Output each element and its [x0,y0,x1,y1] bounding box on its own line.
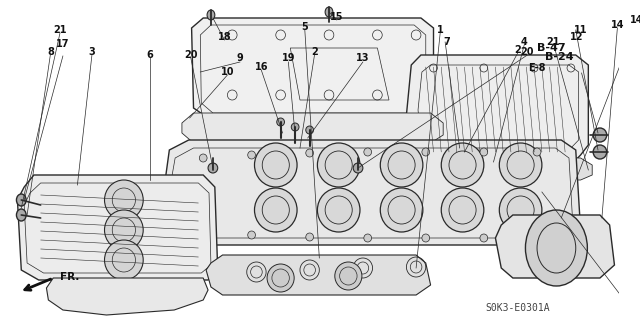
Ellipse shape [208,163,218,173]
Ellipse shape [306,126,314,134]
Polygon shape [47,278,208,315]
Text: 17: 17 [56,39,70,49]
Text: 14: 14 [611,20,624,30]
Text: 8: 8 [47,47,54,57]
Text: FR.: FR. [60,272,79,282]
Polygon shape [395,158,592,180]
Text: 21: 21 [53,25,67,35]
Ellipse shape [255,143,297,187]
Text: B-24: B-24 [545,52,573,62]
Ellipse shape [17,209,26,221]
Ellipse shape [104,180,143,220]
Text: 9: 9 [237,53,243,63]
Ellipse shape [17,194,26,206]
Ellipse shape [104,240,143,280]
Polygon shape [495,215,614,278]
Ellipse shape [499,188,542,232]
Ellipse shape [199,228,207,236]
Ellipse shape [306,233,314,241]
Text: 12: 12 [570,32,584,42]
Polygon shape [164,140,580,245]
Polygon shape [182,113,443,143]
Text: 6: 6 [147,50,154,60]
Ellipse shape [291,123,299,131]
Ellipse shape [533,233,541,241]
Ellipse shape [317,143,360,187]
Ellipse shape [499,143,542,187]
Text: 16: 16 [255,62,268,72]
Text: 2: 2 [515,45,521,55]
Ellipse shape [267,264,294,292]
Text: B-47: B-47 [537,43,566,53]
Ellipse shape [207,10,215,20]
Text: 13: 13 [356,53,370,63]
Text: 10: 10 [221,67,234,77]
Polygon shape [191,18,433,118]
Text: 7: 7 [444,37,451,47]
Ellipse shape [525,210,588,286]
Ellipse shape [325,7,333,17]
Ellipse shape [199,154,207,162]
Ellipse shape [248,151,255,159]
Text: 18: 18 [218,32,231,42]
Ellipse shape [335,262,362,290]
Ellipse shape [364,234,372,242]
Ellipse shape [353,163,363,173]
Ellipse shape [593,128,607,142]
Text: 11: 11 [574,25,588,35]
Ellipse shape [422,234,429,242]
Ellipse shape [276,118,285,126]
Ellipse shape [533,148,541,156]
Text: 1: 1 [437,25,444,35]
Polygon shape [206,255,431,295]
Ellipse shape [380,143,423,187]
Text: 3: 3 [88,47,95,57]
Ellipse shape [480,234,488,242]
Text: E-8: E-8 [528,63,546,73]
Ellipse shape [364,148,372,156]
Ellipse shape [317,188,360,232]
Text: 19: 19 [282,53,295,63]
Ellipse shape [441,143,484,187]
Polygon shape [17,175,218,280]
Text: 2: 2 [311,47,318,57]
Text: 4: 4 [521,37,528,47]
Ellipse shape [104,210,143,250]
Text: 14: 14 [630,15,640,25]
Text: 15: 15 [330,12,344,22]
Ellipse shape [441,188,484,232]
Polygon shape [406,55,588,160]
Ellipse shape [255,188,297,232]
Ellipse shape [422,148,429,156]
Text: 5: 5 [301,22,308,32]
Ellipse shape [380,188,423,232]
Ellipse shape [306,149,314,157]
Text: S0K3-E0301A: S0K3-E0301A [485,303,550,313]
Text: 20: 20 [184,50,197,60]
Ellipse shape [480,148,488,156]
Ellipse shape [248,231,255,239]
Text: 20: 20 [520,47,534,57]
Text: 21: 21 [547,37,560,47]
Ellipse shape [593,145,607,159]
